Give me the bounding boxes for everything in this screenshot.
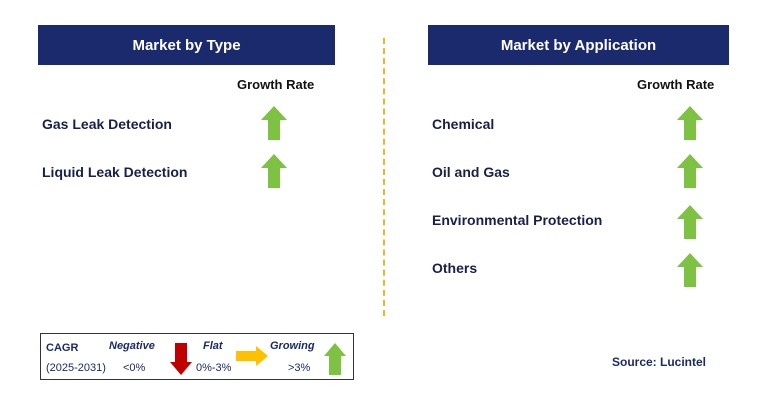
growing-arrow-icon — [261, 106, 287, 140]
growing-arrow-icon — [261, 154, 287, 188]
flat-label: Flat — [203, 340, 223, 352]
left-growth-rate-header: Growth Rate — [237, 77, 315, 92]
growing-arrow-icon — [677, 253, 703, 287]
right-item-label: Oil and Gas — [432, 164, 510, 180]
right-growth-rate-header: Growth Rate — [637, 77, 715, 92]
growing-arrow-icon — [324, 343, 346, 375]
source-label: Source: Lucintel — [612, 355, 707, 369]
flat-range: 0%-3% — [196, 362, 232, 374]
cagr-label: CAGR — [46, 342, 79, 354]
negative-range: <0% — [123, 362, 146, 374]
left-item-label: Liquid Leak Detection — [42, 164, 188, 180]
right-item-label: Chemical — [432, 116, 495, 132]
growing-arrow-icon — [677, 106, 703, 140]
cagr-period: (2025-2031) — [46, 362, 106, 374]
growing-range: >3% — [288, 362, 311, 374]
negative-label: Negative — [109, 340, 155, 352]
left-panel-title: Market by Type — [38, 25, 335, 65]
panel-divider — [383, 38, 385, 316]
growing-label: Growing — [270, 340, 315, 352]
right-panel-title: Market by Application — [428, 25, 729, 65]
growing-arrow-icon — [677, 154, 703, 188]
cagr-legend: CAGR (2025-2031) Negative <0% Flat 0%-3%… — [40, 333, 354, 380]
right-item-label: Environmental Protection — [432, 212, 603, 228]
flat-arrow-icon — [236, 346, 268, 366]
left-item-label: Gas Leak Detection — [42, 116, 172, 132]
negative-arrow-icon — [170, 343, 192, 375]
growing-arrow-icon — [677, 205, 703, 239]
right-item-label: Others — [432, 260, 478, 276]
